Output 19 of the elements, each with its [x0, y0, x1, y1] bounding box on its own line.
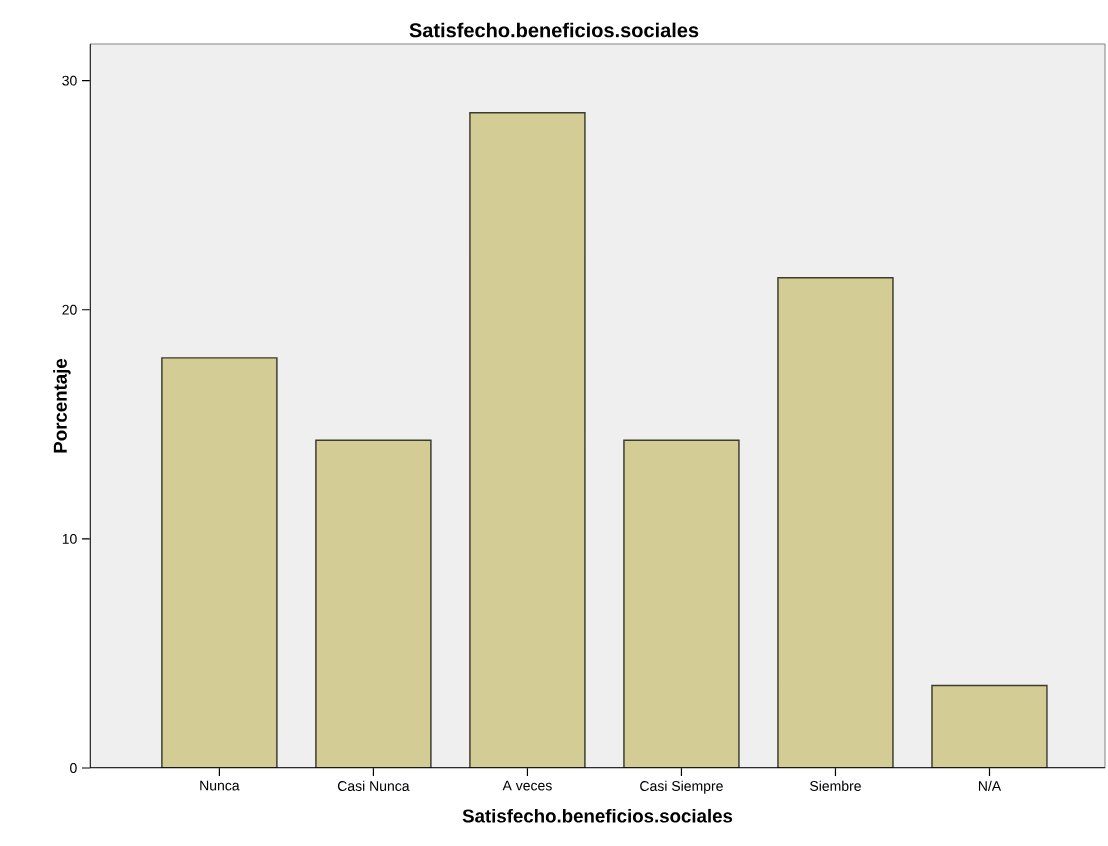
bar — [777, 276, 894, 768]
x-tick-label: N/A — [978, 780, 1002, 791]
x-tick-label: A veces — [502, 780, 552, 791]
bar — [161, 357, 277, 768]
bar — [315, 439, 432, 768]
x-tick-label: Siembre — [810, 780, 861, 791]
x-axis-title: Satisfecho.beneficios.sociales — [462, 808, 733, 823]
chart-title: Satisfecho.beneficios.sociales — [409, 22, 699, 38]
y-tick-label: 20 — [62, 304, 77, 315]
bar — [931, 684, 1048, 768]
y-tick-label: 0 — [70, 763, 77, 773]
x-tick-label: Casi Siempre — [640, 780, 723, 794]
y-tick-label: 10 — [62, 533, 77, 544]
bar — [623, 439, 740, 768]
bar — [469, 111, 586, 768]
x-tick-label: Casi Nunca — [337, 780, 410, 791]
y-tick-label: 30 — [62, 75, 77, 86]
y-axis-title: Porcentaje — [53, 358, 71, 453]
x-tick-label: Nunca — [200, 780, 240, 791]
